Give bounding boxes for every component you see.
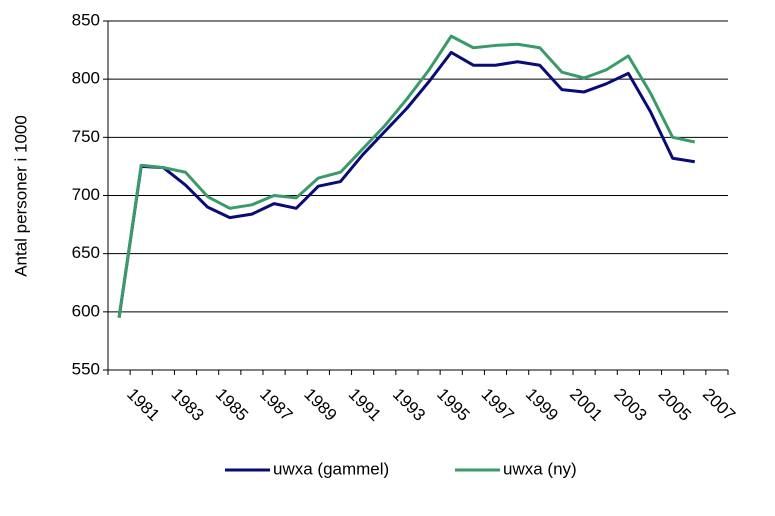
x-tick-label: 1989 xyxy=(300,385,340,425)
y-tick-label: 750 xyxy=(72,127,100,146)
x-tick-label: 1999 xyxy=(522,385,562,425)
x-tick-label: 1983 xyxy=(168,385,208,425)
y-tick-label: 600 xyxy=(72,301,100,320)
y-tick-label: 550 xyxy=(72,359,100,378)
series-line xyxy=(117,34,696,318)
x-tick-label: 2001 xyxy=(566,385,606,425)
x-tick-label: 1991 xyxy=(345,385,385,425)
x-tick-label: 2007 xyxy=(699,385,739,425)
y-axis-label: Antal personer i 1000 xyxy=(11,115,30,277)
y-tick-label: 800 xyxy=(72,69,100,88)
y-tick-label: 850 xyxy=(72,10,100,29)
x-tick-label: 1995 xyxy=(433,385,473,425)
y-tick-label: 650 xyxy=(72,243,100,262)
x-tick-label: 1985 xyxy=(212,385,252,425)
x-tick-label: 1993 xyxy=(389,385,429,425)
x-tick-label: 1997 xyxy=(478,385,518,425)
x-tick-label: 1987 xyxy=(256,385,296,425)
series-line xyxy=(117,50,696,318)
x-tick-label: 1981 xyxy=(123,385,163,425)
legend-label: uwxa (gammel) xyxy=(273,459,389,478)
x-tick-label: 2003 xyxy=(610,385,650,425)
y-tick-label: 700 xyxy=(72,185,100,204)
legend-label: uwxa (ny) xyxy=(503,459,577,478)
x-tick-label: 2005 xyxy=(655,385,695,425)
